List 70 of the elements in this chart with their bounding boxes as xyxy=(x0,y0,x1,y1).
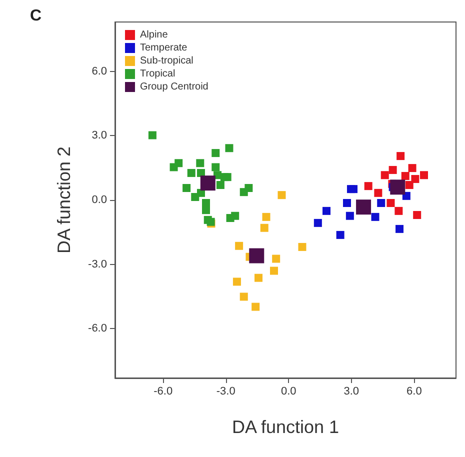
x-axis-title: DA function 1 xyxy=(232,417,340,437)
point xyxy=(402,192,410,200)
point xyxy=(187,168,196,177)
point xyxy=(298,242,306,251)
legend-label: Group Centroid xyxy=(140,82,208,92)
point xyxy=(196,159,204,168)
point xyxy=(356,200,372,215)
legend-label: Sub-tropical xyxy=(140,56,194,66)
point xyxy=(216,180,224,189)
y-tick-label: -3.0 xyxy=(88,258,107,270)
point xyxy=(260,224,268,232)
point xyxy=(249,248,264,264)
point xyxy=(225,144,234,152)
point xyxy=(349,185,358,194)
point xyxy=(252,302,260,311)
point xyxy=(240,292,248,301)
point xyxy=(388,166,397,174)
point xyxy=(200,176,216,191)
point xyxy=(408,164,416,172)
x-tick-label: 3.0 xyxy=(344,386,360,398)
point xyxy=(202,206,210,214)
point xyxy=(396,224,404,233)
y-tick-label: 3.0 xyxy=(92,130,107,142)
point xyxy=(244,184,253,192)
y-axis-title: DA function 2 xyxy=(54,146,74,254)
point xyxy=(405,180,414,189)
point xyxy=(322,206,331,215)
point xyxy=(420,171,428,180)
point xyxy=(396,152,405,160)
point xyxy=(254,274,263,282)
point xyxy=(314,218,322,227)
point xyxy=(380,171,389,180)
point xyxy=(343,199,352,207)
point xyxy=(270,266,278,275)
point xyxy=(278,191,286,200)
y-tick-label: 0.0 xyxy=(92,194,107,206)
point xyxy=(272,254,280,263)
point xyxy=(212,149,220,158)
point xyxy=(394,206,403,215)
point xyxy=(212,163,220,172)
x-tick-label: -3.0 xyxy=(216,386,236,398)
y-tick-label: -6.0 xyxy=(88,322,107,335)
point xyxy=(374,188,382,197)
x-tick-label: 6.0 xyxy=(406,386,422,398)
point xyxy=(148,131,156,140)
point xyxy=(411,174,420,183)
point xyxy=(390,180,406,195)
y-tick-label: 6.0 xyxy=(92,65,107,78)
point xyxy=(191,193,200,201)
point xyxy=(170,163,178,172)
point xyxy=(182,184,191,192)
point xyxy=(336,230,344,239)
legend-label: Tropical xyxy=(140,68,176,80)
x-tick-label: -6.0 xyxy=(154,386,173,398)
point xyxy=(231,212,240,220)
legend-label: Temperate xyxy=(140,42,188,54)
point xyxy=(232,278,241,286)
point xyxy=(346,212,354,220)
point xyxy=(371,212,380,221)
x-tick-label: 0.0 xyxy=(280,386,296,398)
point xyxy=(386,199,395,207)
point xyxy=(401,172,410,180)
point xyxy=(220,173,228,182)
point xyxy=(235,242,244,250)
point xyxy=(377,199,386,207)
point xyxy=(413,211,422,220)
text: C xyxy=(30,8,42,24)
point xyxy=(262,212,270,221)
legend-label: Alpine xyxy=(140,30,168,40)
point xyxy=(364,182,372,190)
